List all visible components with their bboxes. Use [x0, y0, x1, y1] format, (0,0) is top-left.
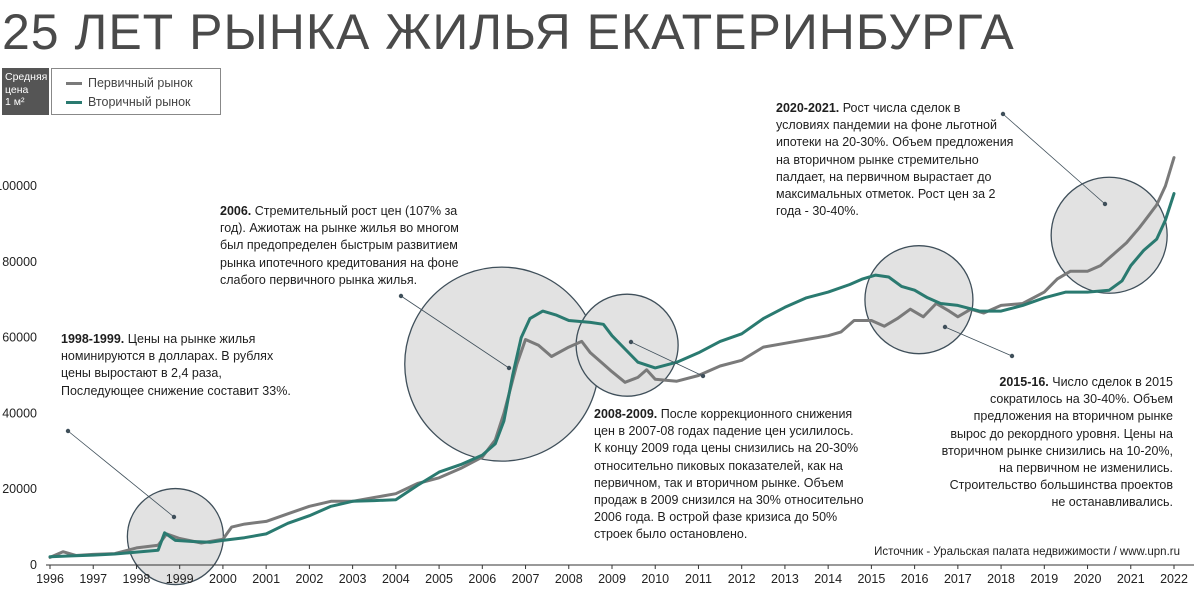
x-tick-label: 2022 — [1160, 572, 1188, 586]
x-tick-label: 1998 — [123, 572, 151, 586]
x-tick-label: 2015 — [857, 572, 885, 586]
x-tick-label: 1999 — [166, 572, 194, 586]
legend-swatch-primary — [66, 81, 82, 85]
series-line-primary — [48, 156, 1176, 559]
annotation-2020: 2020-2021. Рост числа сделок в условиях … — [776, 100, 1016, 220]
annotation-2008: 2008-2009. После коррекционного снижения… — [594, 406, 864, 544]
annotation-year: 1998-1999. — [61, 332, 125, 346]
highlight-circles — [126, 176, 1168, 586]
x-tick-label: 2016 — [901, 572, 929, 586]
leader-dot — [942, 324, 948, 330]
x-tick-label: 2011 — [685, 572, 712, 586]
leader-dot — [1000, 111, 1006, 117]
leader-line — [67, 430, 175, 518]
leader-line — [1002, 113, 1106, 205]
page-title: 25 ЛЕТ РЫНКА ЖИЛЬЯ ЕКАТЕРИНБУРГА — [2, 4, 1015, 60]
x-tick-label: 2012 — [728, 572, 756, 586]
y-axis-label: Средняя цена 1 м² — [2, 68, 49, 115]
x-tick-label: 2003 — [339, 572, 367, 586]
x-tick-label: 2021 — [1117, 572, 1145, 586]
leader-dot — [65, 428, 71, 434]
leader-dot — [1009, 353, 1015, 359]
y-axis-label-line: цена — [5, 83, 29, 96]
chart-axes: 1996 1997 1998 1999 2000 2001 2002 2003 2004 2005… — [0, 179, 1194, 586]
y-tick-label: 60000 — [2, 331, 37, 345]
x-tick-label: 2018 — [987, 572, 1015, 586]
x-tick-label: 2017 — [944, 572, 972, 586]
leader-line — [630, 341, 704, 377]
x-tick-label: 2013 — [771, 572, 799, 586]
leader-dot — [1102, 201, 1108, 207]
x-tick-label: 2010 — [641, 572, 669, 586]
y-tick-label: 80000 — [2, 255, 37, 269]
annotation-text: Рост числа сделок в условиях пандемии на… — [776, 101, 1014, 219]
leader-line — [944, 326, 1013, 357]
annotation-1998: 1998-1999. Цены на рынке жилья номинирую… — [61, 331, 301, 400]
legend-label: Вторичный рынок — [88, 95, 191, 109]
x-tick-label: 2005 — [425, 572, 453, 586]
y-tick-label: 40000 — [2, 406, 37, 420]
y-tick-label: 100000 — [0, 179, 37, 193]
annotation-year: 2006. — [220, 204, 252, 218]
x-tick-label: 2019 — [1030, 572, 1058, 586]
x-tick-label: 2006 — [468, 572, 496, 586]
leader-dot — [398, 293, 404, 299]
x-tick-label: 2020 — [1074, 572, 1102, 586]
highlight-circle — [864, 245, 974, 355]
leader-dot — [700, 373, 706, 379]
annotation-2006: 2006. Стремительный рост цен (107% за го… — [220, 203, 462, 289]
leader-dot — [628, 339, 634, 345]
annotation-text: После коррекционного снижения цен в 2007… — [594, 407, 864, 542]
x-tick-label: 2002 — [295, 572, 323, 586]
x-tick-label: 2008 — [555, 572, 583, 586]
y-tick-label: 0 — [30, 558, 37, 572]
chart-series — [48, 156, 1176, 559]
x-tick-label: 2009 — [598, 572, 626, 586]
x-tick-label: 1996 — [36, 572, 64, 586]
x-tick-label: 2007 — [512, 572, 540, 586]
annotation-year: 2008-2009. — [594, 407, 658, 421]
legend-swatch-secondary — [66, 100, 82, 104]
source-note: Источник - Уральская палата недвижимости… — [874, 546, 1180, 558]
x-tick-label: 2014 — [814, 572, 842, 586]
annotation-leaders — [65, 111, 1108, 520]
annotation-text: Число сделок в 2015 сократилось на 30-40… — [941, 375, 1173, 510]
highlight-circle — [1050, 176, 1168, 294]
legend-item-secondary: Вторичный рынок — [66, 94, 191, 110]
annotation-text: Цены на рынке жилья номинируются в долла… — [61, 332, 291, 398]
x-tick-label: 2001 — [252, 572, 280, 586]
series-line-secondary — [48, 192, 1176, 559]
y-tick-label: 20000 — [2, 482, 37, 496]
leader-line — [400, 295, 510, 369]
legend-label: Первичный рынок — [88, 76, 193, 90]
y-axis-label-line: 1 м² — [5, 96, 25, 108]
legend-item-primary: Первичный рынок — [66, 75, 193, 91]
annotation-2015: 2015-16. Число сделок в 2015 сократилось… — [935, 374, 1173, 512]
leader-dot — [506, 365, 512, 371]
leader-dot — [171, 514, 177, 520]
x-tick-label: 2004 — [382, 572, 410, 586]
x-tick-label: 2000 — [209, 572, 237, 586]
chart-legend: Первичный рынок Вторичный рынок — [51, 68, 221, 115]
annotation-year: 2020-2021. — [776, 101, 840, 115]
annotation-year: 2015-16. — [999, 375, 1049, 389]
highlight-circle — [404, 266, 600, 462]
y-axis-label-line: Средняя — [5, 71, 48, 83]
annotation-text: Стремительный рост цен (107% за год). Аж… — [220, 204, 459, 287]
x-tick-label: 1997 — [79, 572, 107, 586]
